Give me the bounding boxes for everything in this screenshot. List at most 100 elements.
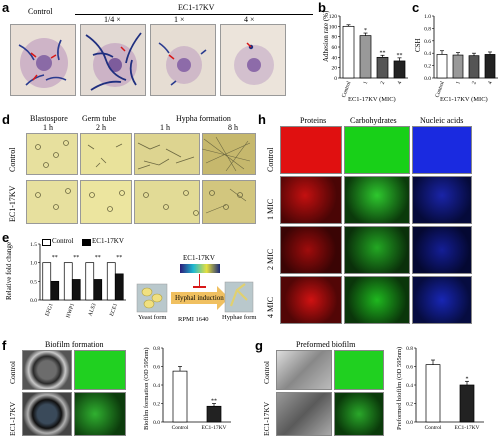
chart-b-g-xtick-label: Control <box>341 80 353 98</box>
chart-c-ylabel: CSH <box>414 38 422 52</box>
f-fluor-ec <box>74 392 126 436</box>
h-col-proteins: Proteins <box>300 116 327 125</box>
micrograph-a-4x <box>220 24 286 96</box>
header-germ-tube: Germ tube <box>82 114 116 123</box>
chart-f-g-ytick-label: 0.0 <box>153 420 160 426</box>
chart-b-g-ytick-label: 80 <box>332 35 338 41</box>
h-4mic-proteins <box>280 276 342 324</box>
chart-c-g-ytick-label: 0.2 <box>424 64 431 70</box>
chart-f-g-ytick-label: 0.8 <box>153 346 160 352</box>
chart-f-g-ytick-label: 0.4 <box>153 383 160 389</box>
micrograph-d-blastospore-ec <box>26 180 78 224</box>
chart-c-xlabel: EC1-17KV (MIC) <box>440 96 488 103</box>
chart-e-g-bar <box>114 273 124 301</box>
chart-e: 0.0 0.5 1.0 1.5 ** EFG1 ** HWP1 ** ALS3 ** ECE1 <box>30 242 126 319</box>
chart-b-g-bar <box>342 25 355 79</box>
panel-label-g: g <box>255 338 263 353</box>
chart-b-xlabel: EC1-17KV (MIC) <box>348 96 396 103</box>
chart-b-g-ytick-label: 100 <box>329 24 338 30</box>
schema-medium: RPMI 1640 <box>178 316 209 323</box>
chart-b-ylabel: Adhesion rate (%) <box>322 10 330 62</box>
chart-b-g-ytick-label: 60 <box>332 45 338 51</box>
panel-label-h: h <box>258 112 266 127</box>
chart-f-g-xtick-label: EC1-17KV <box>201 425 226 431</box>
h-control-proteins <box>280 126 342 174</box>
chart-c-g-ytick-label: 0.8 <box>424 26 431 32</box>
legend-swatch-ec <box>82 239 91 246</box>
chart-f-g-ytick-label: 0.6 <box>153 365 160 371</box>
h-2mic-proteins <box>280 226 342 274</box>
chart-f: 0.0 0.2 0.4 0.6 0.8 Control ** EC1-17KV <box>153 346 231 431</box>
chart-e-g-bar <box>106 262 116 301</box>
chart-b-g-ytick-label: 20 <box>332 66 338 72</box>
chart-e-g-ytick-label: 0.5 <box>30 279 37 285</box>
legend-label-control: Control <box>52 237 74 245</box>
g-well-control <box>276 350 332 390</box>
chart-g-g-ytick-label: 0.6 <box>406 365 413 371</box>
micrograph-d-blastospore-control <box>26 133 78 175</box>
f-well-control <box>22 350 72 390</box>
micrograph-a-1x <box>150 24 216 96</box>
chart-c: 0.0 0.2 0.4 0.6 0.8 1.0 Control 1 2 4 <box>424 14 498 98</box>
micrograph-d-germtube-ec <box>80 180 132 224</box>
h-row-1mic: 1 MIC <box>266 198 275 220</box>
inhibit-bar <box>193 286 206 288</box>
g-row-ec: EC1-17KV <box>262 401 271 436</box>
micrograph-d-hypha8h-ec <box>202 180 256 224</box>
chart-e-g-xtick-label: ECE1 <box>109 302 119 317</box>
chart-f-g-bar <box>172 370 188 423</box>
label-control: Control <box>28 7 53 16</box>
chart-e-g-sig: ** <box>52 255 58 261</box>
chart-f-ylabel: Biofilm formation (OD 595nm) <box>143 347 150 430</box>
chart-b-g-xtick-label: 1 <box>363 80 370 85</box>
schema-peptide: EC1-17KV <box>183 254 215 262</box>
h-control-carbohydrates <box>344 126 410 174</box>
schema-yeast: Yeast form <box>138 314 167 321</box>
chart-b-g-sig: ** <box>380 50 386 56</box>
legend-swatch-control <box>42 239 51 246</box>
chart-c-g-ytick-label: 0.0 <box>424 76 431 82</box>
epithelial-cell-image <box>158 42 207 86</box>
h-4mic-carbohydrates <box>344 276 410 324</box>
chart-g: 0.0 0.2 0.4 0.6 0.8 Control * EC1-17KV <box>406 346 484 431</box>
chart-b-g-ytick-label: 0 <box>334 76 337 82</box>
schema-arrow-text: Hyphal induction <box>175 294 224 302</box>
epithelial-cell-image <box>18 38 68 88</box>
panel-label-f: f <box>2 338 7 353</box>
chart-c-g-ytick-label: 0.6 <box>424 39 431 45</box>
chart-e-g-bar <box>42 262 52 301</box>
chart-b-g-xtick-label: 2 <box>380 80 387 85</box>
chart-e-g-xtick-label: EFG1 <box>44 302 54 317</box>
f-row-ec: EC1-17KV <box>8 401 17 436</box>
time-2h: 2 h <box>96 123 106 132</box>
g-well-ec <box>276 392 332 436</box>
schema-diagram <box>136 281 254 313</box>
chart-c-g-xtick-label: Control <box>434 80 446 98</box>
dose-1x: 1 × <box>174 15 185 24</box>
chart-e-g-ytick-label: 1.0 <box>30 261 37 267</box>
chart-c-g-ytick-label: 1.0 <box>424 14 431 20</box>
h-2mic-nucleic <box>412 226 472 274</box>
chart-e-g-bar <box>85 262 95 301</box>
panel-label-d: d <box>2 112 10 127</box>
header-blastospore: Blastospore <box>30 114 68 123</box>
chart-b-g-sig: ** <box>397 53 403 59</box>
chart-b-g-bar <box>393 60 406 79</box>
peptide-structure-icon <box>180 264 220 273</box>
chart-e-g-bar <box>93 279 103 301</box>
schema-hyphae: Hyphae form <box>222 314 257 321</box>
chart-c-g-bar <box>436 54 448 79</box>
f-title: Biofilm formation <box>45 340 104 349</box>
chart-e-g-xtick-label: HWP1 <box>65 302 76 318</box>
inhibit-line <box>199 274 200 286</box>
chart-e-g-bar <box>71 279 81 301</box>
hyphae-overlay <box>35 136 251 216</box>
h-1mic-carbohydrates <box>344 176 410 224</box>
chart-b-g-bar <box>376 56 389 79</box>
time-8h: 8 h <box>228 123 238 132</box>
chart-e-g-sig: ** <box>73 255 79 261</box>
h-4mic-nucleic <box>412 276 472 324</box>
chart-f-g-xtick-label: Control <box>172 425 189 431</box>
panel-label-a: a <box>2 0 10 15</box>
chart-c-g-bar <box>468 55 480 79</box>
